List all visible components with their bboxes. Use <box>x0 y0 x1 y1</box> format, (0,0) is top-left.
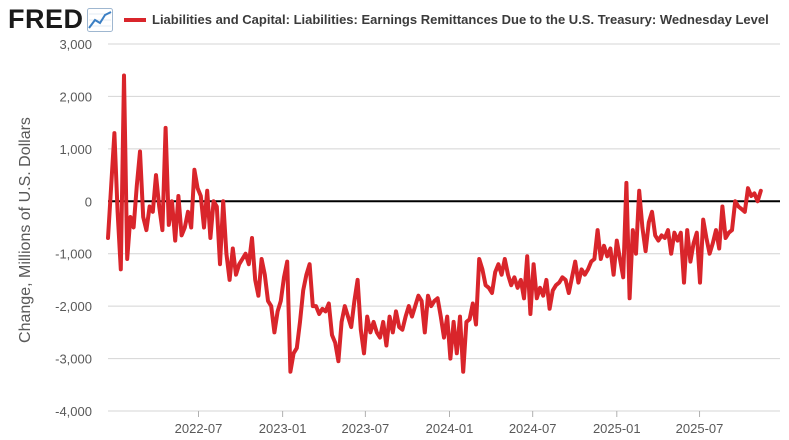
series-line[interactable] <box>106 73 763 374</box>
y-tick-label: 1,000 <box>59 142 92 157</box>
y-axis-title: Change, Millions of U.S. Dollars <box>17 117 34 343</box>
y-tick-label: -4,000 <box>55 404 92 419</box>
y-tick-label: 3,000 <box>59 37 92 52</box>
x-tick-label: 2022-07 <box>175 421 223 436</box>
chart-legend: Liabilities and Capital: Liabilities: Ea… <box>124 12 769 27</box>
y-tick-label: -2,000 <box>55 299 92 314</box>
x-axis-ticks: 2022-07 2023-01 2023-07 2024-01 2024-07 2025-… <box>175 411 724 436</box>
y-tick-label: -1,000 <box>55 247 92 262</box>
x-tick-label: 2023-01 <box>259 421 307 436</box>
legend-swatch <box>124 17 146 22</box>
x-tick-label: 2025-01 <box>593 421 641 436</box>
chart-header: FRED Liabilities and Capital: Liabilitie… <box>0 0 789 44</box>
y-tick-label: 0 <box>85 194 92 209</box>
y-tick-label: 2,000 <box>59 89 92 104</box>
fred-chart-icon <box>86 7 113 32</box>
x-tick-label: 2023-07 <box>342 421 390 436</box>
legend-label: Liabilities and Capital: Liabilities: Ea… <box>152 12 769 27</box>
x-tick-label: 2024-01 <box>426 421 474 436</box>
fred-logo[interactable]: FRED <box>8 6 113 33</box>
y-axis-ticks: 3,000 2,000 1,000 0 -1,000 -2,000 -3,000 -4,000 <box>55 37 92 419</box>
x-tick-label: 2024-07 <box>509 421 557 436</box>
x-tick-label: 2025-07 <box>676 421 724 436</box>
y-tick-label: -3,000 <box>55 352 92 367</box>
logo-text: FRED <box>8 4 84 34</box>
